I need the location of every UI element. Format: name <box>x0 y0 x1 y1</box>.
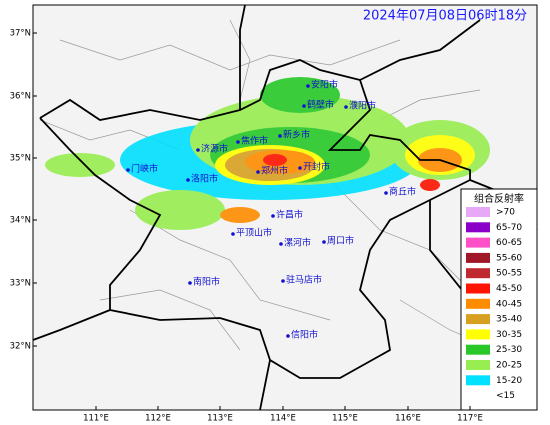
city-dot <box>278 134 282 138</box>
city-label: 驻马店市 <box>286 274 322 286</box>
legend-label: 55-60 <box>496 253 522 263</box>
map-frame <box>32 4 538 411</box>
legend-swatch <box>466 283 490 294</box>
legend-swatch <box>466 360 490 370</box>
legend-label: 35-40 <box>496 315 522 325</box>
lat-label: 37°N <box>10 29 31 39</box>
city-label: 漯河市 <box>284 237 311 249</box>
legend-label: >70 <box>496 208 515 218</box>
city-label: 许昌市 <box>276 209 303 221</box>
city-dot <box>186 178 190 182</box>
lon-label: 114°E <box>270 414 296 424</box>
legend-label: 15-20 <box>496 376 522 386</box>
legend-label: 60-65 <box>496 238 522 248</box>
city-label: 安阳市 <box>311 79 338 91</box>
city-label: 洛阳市 <box>191 173 218 185</box>
legend-swatch <box>466 237 490 248</box>
legend-swatch <box>466 344 490 355</box>
city-dot <box>281 279 285 283</box>
legend-label: <15 <box>496 391 515 401</box>
city-dot <box>231 232 235 236</box>
legend-swatch <box>466 268 490 279</box>
city-dot <box>302 104 306 108</box>
lat-label: 34°N <box>10 216 31 226</box>
city-dot <box>236 140 240 144</box>
city-label: 商丘市 <box>389 186 416 198</box>
lat-label: 35°N <box>10 154 31 164</box>
city-dot <box>306 84 310 88</box>
city-label: 郑州市 <box>261 165 288 177</box>
city-dot <box>256 170 260 174</box>
lat-label: 33°N <box>10 279 31 289</box>
lon-label: 116°E <box>395 414 421 424</box>
legend-swatch <box>466 207 490 217</box>
city-dot <box>271 214 275 218</box>
legend-swatch <box>466 298 490 309</box>
legend-label: 30-35 <box>496 330 522 340</box>
radar-echo <box>45 77 490 230</box>
city-label: 鹤壁市 <box>307 99 334 111</box>
legend-label: 20-25 <box>496 361 522 371</box>
lat-label: 36°N <box>10 92 31 102</box>
city-label: 南阳市 <box>193 276 220 288</box>
city-label: 平顶山市 <box>236 227 272 239</box>
timestamp: 2024年07月08日06时18分 <box>363 9 527 24</box>
legend-swatch <box>466 314 490 325</box>
legend-label: 25-30 <box>496 345 522 355</box>
city-label: 信阳市 <box>291 329 318 341</box>
legend-swatch <box>466 375 490 386</box>
county-boundaries <box>39 19 521 361</box>
city-dot <box>298 166 302 170</box>
city-label: 开封市 <box>303 161 330 173</box>
lon-label: 117°E <box>457 414 483 424</box>
city-label: 新乡市 <box>283 129 310 141</box>
legend-label: 45-50 <box>496 284 522 294</box>
city-dot <box>196 148 200 152</box>
legend-swatch <box>466 222 490 233</box>
legend-title: 组合反射率 <box>474 192 524 205</box>
legend-label: 40-45 <box>496 299 522 309</box>
legend-label: 50-55 <box>496 269 522 279</box>
city-label: 濮阳市 <box>349 100 376 112</box>
city-dot <box>279 242 283 246</box>
legend: 组合反射率 >70 65-70 60-65 55-60 50-55 45-50 40-45 3… <box>460 188 538 411</box>
city-dot <box>126 168 130 172</box>
city-dot <box>188 281 192 285</box>
city-label: 焦作市 <box>241 135 268 147</box>
city-label: 济源市 <box>201 143 228 155</box>
city-dot <box>384 191 388 195</box>
city-label: 周口市 <box>327 235 354 247</box>
lon-label: 115°E <box>332 414 358 424</box>
city-dot <box>286 334 290 338</box>
lat-label: 32°N <box>10 342 31 352</box>
lon-label: 112°E <box>145 414 171 424</box>
legend-swatch <box>466 329 490 340</box>
lon-label: 113°E <box>207 414 233 424</box>
city-dot <box>322 240 326 244</box>
city-label: 门峡市 <box>131 163 158 175</box>
legend-label: 65-70 <box>496 223 522 233</box>
city-dot <box>344 105 348 109</box>
lon-label: 111°E <box>83 414 109 424</box>
legend-swatch <box>466 252 490 263</box>
